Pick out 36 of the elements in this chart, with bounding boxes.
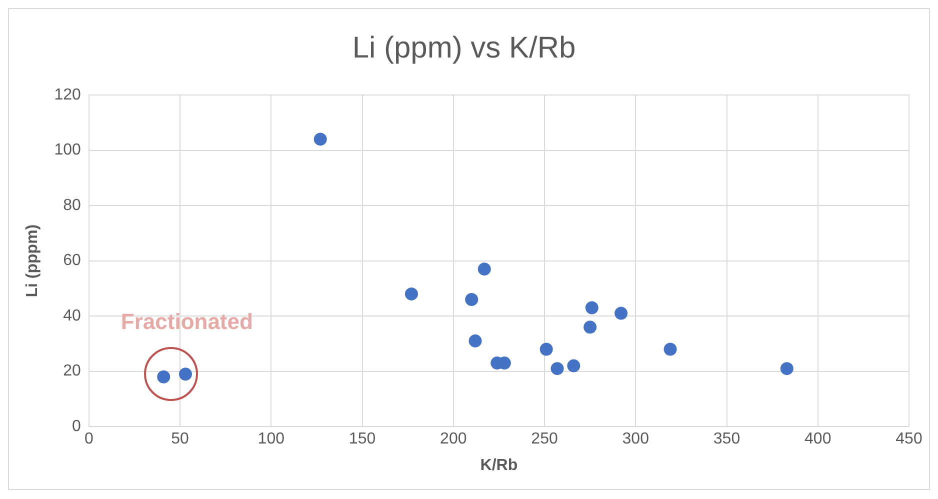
- x-tick-label: 0: [84, 430, 94, 448]
- x-tick-label: 50: [171, 430, 190, 448]
- point: [157, 370, 170, 384]
- chart-title: Li (ppm) vs K/Rb: [352, 31, 576, 64]
- y-tick-label: 20: [63, 362, 81, 380]
- point: [468, 334, 482, 348]
- y-axis-title: Li (pppm): [24, 224, 42, 298]
- point: [780, 362, 794, 376]
- x-tick-label: 150: [348, 430, 376, 448]
- x-tick-label: 350: [713, 430, 740, 448]
- y-tick-label: 120: [54, 86, 81, 104]
- annotation: Fractionated: [120, 309, 253, 334]
- point: [465, 292, 478, 306]
- x-tick-label: 250: [531, 430, 558, 448]
- x-tick-label: 200: [440, 430, 467, 448]
- y-tick-label: 40: [63, 307, 81, 324]
- point: [178, 368, 192, 381]
- point: [478, 262, 491, 276]
- point: [664, 342, 677, 356]
- point: [550, 362, 564, 376]
- y-tick-label: 100: [54, 142, 81, 159]
- x-axis-title: K/Rb: [480, 456, 518, 474]
- x-tick-label: 400: [804, 430, 832, 448]
- point: [404, 287, 418, 300]
- point: [314, 132, 327, 146]
- y-tick-label: 0: [72, 418, 81, 436]
- point: [540, 342, 553, 356]
- x-tick-label: 450: [896, 430, 922, 448]
- y-tick-label: 80: [63, 196, 81, 214]
- y-tick-label: 60: [63, 252, 81, 270]
- x-tick-label: 300: [622, 430, 650, 448]
- point: [614, 306, 628, 320]
- x-tick-label: 100: [258, 430, 285, 448]
- point: [585, 301, 598, 314]
- point: [567, 359, 580, 372]
- point: [584, 320, 597, 334]
